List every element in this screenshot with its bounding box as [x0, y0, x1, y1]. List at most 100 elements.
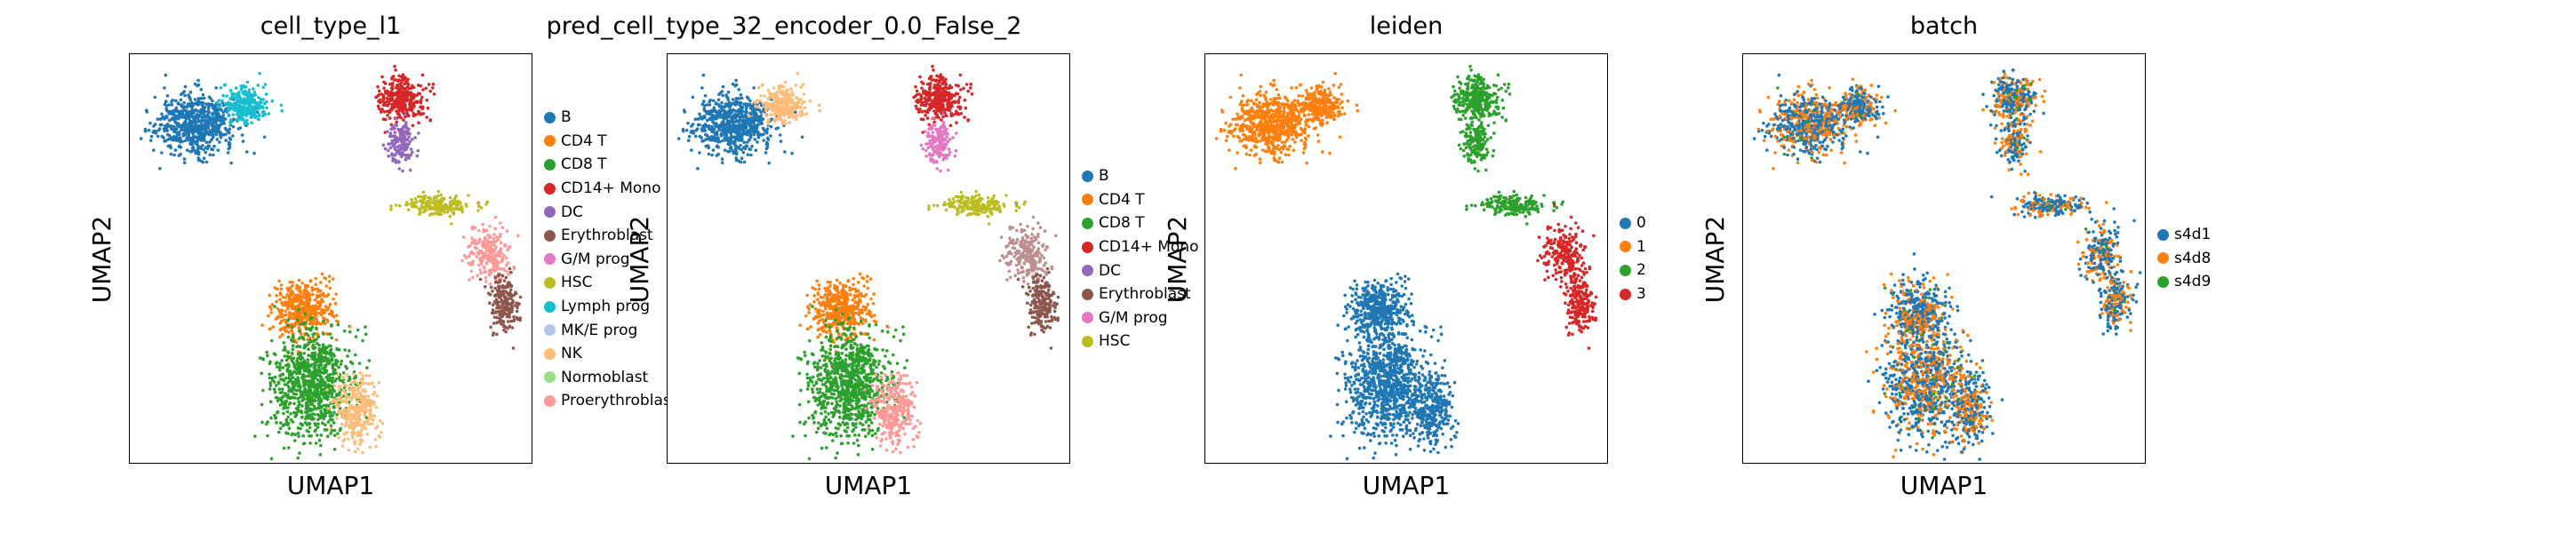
cell-point: [201, 93, 205, 97]
cell-point: [802, 92, 806, 96]
cell-point: [723, 108, 726, 113]
cell-point: [716, 146, 721, 149]
cell-point: [366, 394, 371, 398]
cell-point: [253, 93, 258, 97]
cell-point: [482, 270, 485, 274]
cell-point: [734, 123, 739, 128]
cell-point: [169, 146, 172, 149]
cell-point: [179, 98, 183, 102]
cell-point: [327, 378, 331, 383]
cell-point: [289, 395, 293, 400]
cell-point: [478, 277, 483, 282]
cell-point: [727, 149, 732, 154]
cell-point: [919, 117, 924, 121]
cell-point: [332, 434, 337, 438]
cell-point: [220, 108, 223, 112]
cell-point: [372, 400, 376, 404]
cell-point: [286, 318, 290, 322]
cell-point: [336, 432, 340, 435]
cell-point: [959, 88, 963, 91]
cell-point: [332, 297, 335, 301]
legend-label: CD4 T: [561, 131, 607, 150]
cell-point: [415, 200, 419, 203]
cell-point: [224, 108, 228, 113]
cell-point: [331, 379, 334, 384]
cell-point: [915, 89, 919, 93]
cell-point: [498, 296, 501, 299]
cell-point: [746, 153, 750, 156]
cell-point: [467, 254, 471, 259]
cell-point: [737, 88, 741, 91]
cell-point: [404, 107, 407, 111]
cell-point: [756, 105, 760, 108]
cell-point: [365, 432, 369, 436]
cell-point: [781, 85, 786, 89]
cell-point: [245, 150, 249, 154]
cell-point: [304, 306, 308, 310]
cell-point: [263, 83, 268, 86]
cell-point: [183, 93, 187, 98]
cell-point: [204, 123, 209, 126]
cell-point: [294, 411, 299, 415]
cell-point: [302, 289, 306, 293]
cell-point: [432, 197, 436, 202]
cell-point: [389, 207, 393, 211]
cell-point: [211, 134, 214, 138]
cell-point: [451, 211, 454, 214]
cell-point: [799, 85, 804, 90]
cell-point: [352, 380, 356, 385]
cell-point: [170, 103, 174, 107]
cell-point: [196, 83, 201, 87]
cell-point: [322, 346, 325, 351]
cell-point: [306, 292, 309, 296]
cell-point: [728, 110, 732, 114]
cell-point: [725, 123, 730, 128]
cell-point: [315, 293, 319, 298]
cell-point: [261, 85, 266, 90]
cell-point: [348, 403, 352, 408]
cell-point: [305, 405, 308, 409]
cell-point: [412, 201, 416, 204]
cell-point: [717, 109, 722, 113]
cell-point: [306, 379, 309, 383]
cell-point: [501, 323, 506, 327]
cell-point: [320, 293, 324, 297]
cell-point: [200, 122, 204, 126]
cell-point: [196, 143, 200, 147]
cell-point: [210, 138, 213, 142]
cell-point: [736, 113, 740, 117]
cell-point: [223, 83, 228, 87]
cell-point: [761, 83, 765, 87]
cell-point: [239, 87, 244, 91]
legend-marker: [544, 135, 556, 147]
cell-point: [201, 118, 205, 123]
cell-point: [345, 414, 349, 418]
cell-point: [183, 132, 187, 137]
cell-point: [364, 408, 368, 412]
cell-point: [152, 129, 156, 133]
cell-point: [740, 96, 744, 100]
cell-point: [725, 120, 730, 124]
cell-point: [486, 233, 490, 237]
cell-point: [237, 91, 241, 94]
cell-point: [448, 207, 452, 211]
cell-point: [748, 115, 751, 118]
cell-point: [503, 306, 507, 309]
cell-point: [300, 322, 303, 326]
cell-point: [793, 104, 797, 108]
cell-point: [289, 412, 292, 416]
cell-point: [325, 318, 330, 322]
cell-point: [241, 91, 244, 94]
cell-point: [940, 78, 945, 82]
cell-point: [289, 389, 293, 394]
cell-point: [268, 376, 272, 380]
cell-point: [221, 133, 226, 137]
cell-point: [954, 84, 958, 87]
cell-point: [270, 99, 275, 103]
cell-point: [493, 286, 497, 290]
cell-point: [758, 99, 762, 103]
cell-point: [804, 112, 809, 115]
cell-point: [433, 195, 436, 199]
cell-point: [328, 348, 332, 353]
cell-point: [474, 238, 477, 243]
